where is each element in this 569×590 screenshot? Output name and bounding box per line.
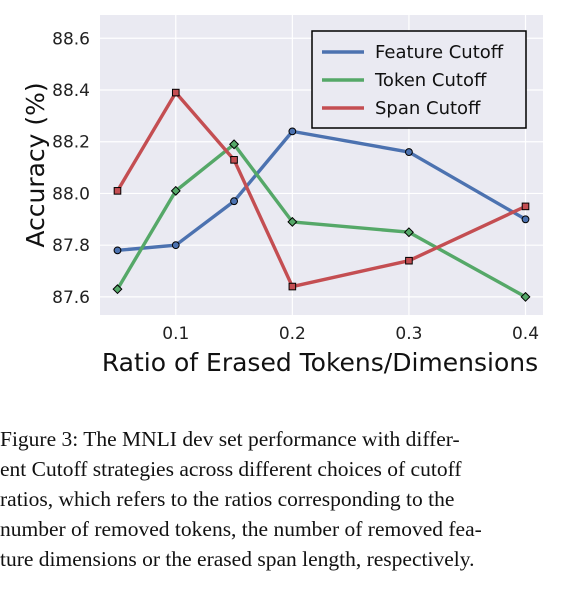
y-tick-label: 88.0 xyxy=(52,184,90,204)
data-point-diamond xyxy=(287,216,298,227)
data-point-square xyxy=(521,202,530,211)
series-line xyxy=(117,129,527,253)
series-line xyxy=(116,142,527,299)
figure-caption: Figure 3: The MNLI dev set performance w… xyxy=(0,424,560,574)
data-point-circle xyxy=(521,215,530,224)
y-tick-label: 87.6 xyxy=(52,288,90,308)
caption-line: ent Cutoff strategies across different c… xyxy=(0,457,462,481)
series-feature-cutoff xyxy=(113,127,530,255)
data-point-square xyxy=(405,256,413,265)
data-point-diamond xyxy=(520,291,531,302)
tick-labels: 0.1 0.2 0.3 0.4 87.6 87.8 88.0 88.2 88.4 88.6 xyxy=(52,29,539,344)
legend: Feature Cutoff Token Cutoff Span Cutoff xyxy=(311,30,527,129)
data-point-diamond xyxy=(112,284,123,295)
x-tick-label: 0.3 xyxy=(395,324,422,344)
data-point-circle xyxy=(288,127,297,136)
data-point-square xyxy=(113,187,122,195)
data-point-diamond xyxy=(170,185,181,196)
caption-line: number of removed tokens, the number of … xyxy=(0,517,482,541)
series-layer xyxy=(112,88,531,302)
y-tick-label: 88.6 xyxy=(52,29,90,49)
x-tick-label: 0.1 xyxy=(162,324,189,344)
x-tick-label: 0.2 xyxy=(279,324,306,344)
data-point-square xyxy=(288,282,297,291)
data-point-circle xyxy=(113,246,122,255)
caption-line: ratios, which refers to the ratios corre… xyxy=(0,487,455,511)
series-token-cutoff xyxy=(112,139,531,302)
line-chart: 0.1 0.2 0.3 0.4 87.6 87.8 88.0 88.2 88.4 88.6 Acc… xyxy=(21,15,543,377)
x-tick-label: 0.4 xyxy=(512,324,539,344)
x-axis-title: Ratio of Erased Tokens/Dimensions xyxy=(102,348,538,377)
data-point-diamond xyxy=(229,139,240,150)
y-tick-label: 87.8 xyxy=(52,236,90,256)
data-point-square xyxy=(171,88,180,97)
caption-line: Figure 3: The MNLI dev set performance w… xyxy=(0,427,460,451)
data-point-circle xyxy=(171,241,180,250)
y-tick-label: 88.4 xyxy=(52,81,90,101)
series-line xyxy=(116,90,527,289)
legend-label: Span Cutoff xyxy=(375,98,481,119)
y-axis-title: Accuracy (%) xyxy=(21,82,50,247)
data-point-circle xyxy=(405,148,413,156)
legend-label: Feature Cutoff xyxy=(375,42,504,63)
series-span-cutoff xyxy=(113,88,530,291)
data-point-circle xyxy=(230,197,238,206)
legend-label: Token Cutoff xyxy=(374,70,487,91)
caption-line: ture dimensions or the erased span lengt… xyxy=(0,547,475,571)
y-tick-label: 88.2 xyxy=(52,133,90,153)
data-point-diamond xyxy=(403,227,414,238)
data-point-square xyxy=(230,156,238,164)
